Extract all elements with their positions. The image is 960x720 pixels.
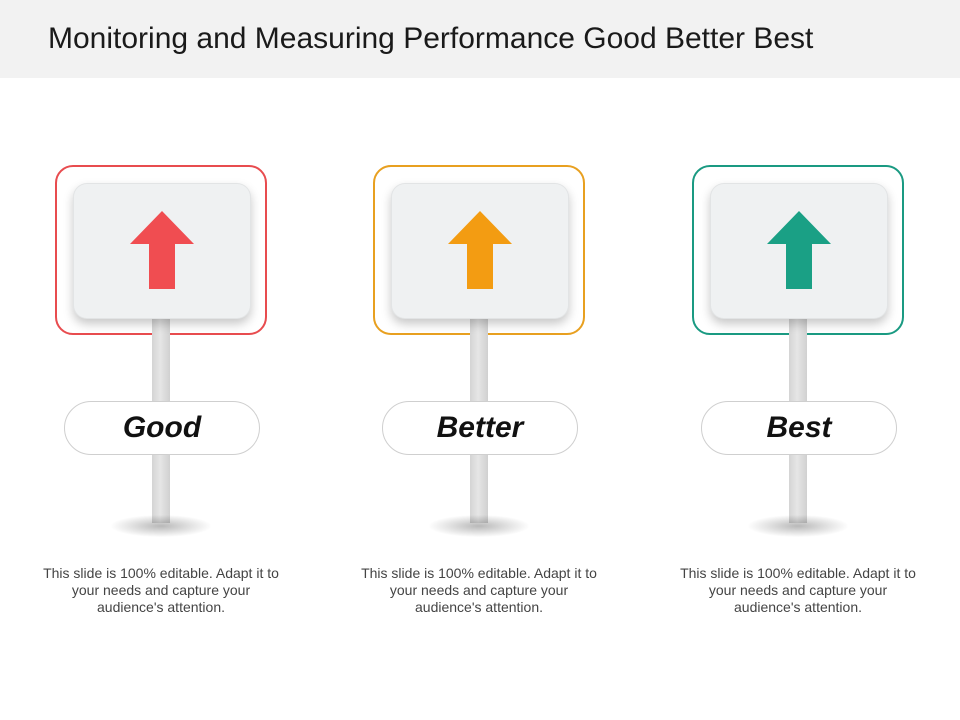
page-title: Monitoring and Measuring Performance Goo… [48,22,814,55]
arrow-up-icon [130,211,194,289]
sign-label: Good [64,401,260,455]
sign-description: This slide is 100% editable. Adapt it to… [680,565,916,615]
sign-panel [391,183,569,319]
arrow-up-icon [448,211,512,289]
sign-label: Better [382,401,578,455]
pole-shadow [748,515,848,537]
sign-better: Better This slide is 100% editable. Adap… [349,0,609,720]
pole-shadow [111,515,211,537]
sign-best: Best This slide is 100% editable. Adapt … [668,0,928,720]
arrow-up-icon [767,211,831,289]
pole-shadow [429,515,529,537]
sign-panel [73,183,251,319]
sign-good: Good This slide is 100% editable. Adapt … [31,0,291,720]
sign-description: This slide is 100% editable. Adapt it to… [43,565,279,615]
title-bar: Monitoring and Measuring Performance Goo… [0,0,960,78]
sign-description: This slide is 100% editable. Adapt it to… [361,565,597,615]
sign-panel [710,183,888,319]
sign-label: Best [701,401,897,455]
